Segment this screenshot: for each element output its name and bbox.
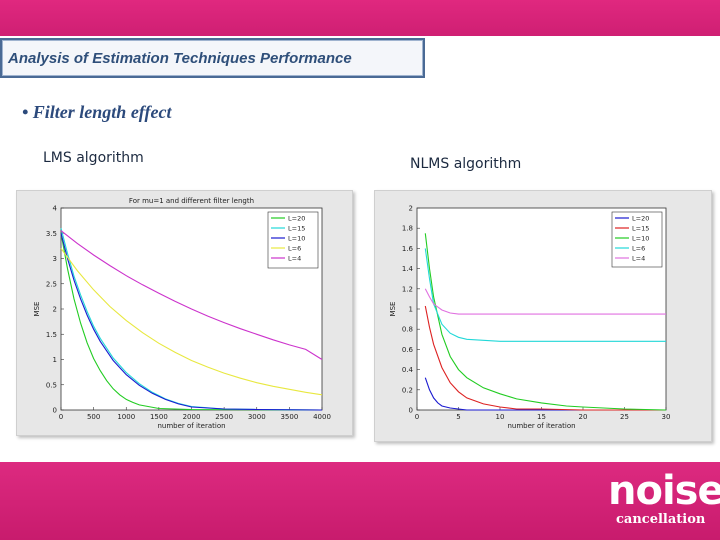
lms-x-tick-label: 3500 [280, 413, 298, 421]
lms-chart-svg: For mu=1 and different filter length 0 500… [33, 197, 331, 430]
bullet-point: • Filter length effect [22, 102, 172, 122]
nlms-y-tick-label: 1.6 [402, 245, 414, 253]
lms-series-line [60, 248, 323, 396]
nlms-legend-label: L=10 [632, 235, 649, 243]
lms-x-tick-label: 1000 [117, 413, 135, 421]
lms-title: For mu=1 and different filter length [129, 197, 254, 205]
lms-x-tick-label: 2500 [215, 413, 233, 421]
nlms-legend-label: L=6 [632, 245, 645, 253]
lms-x-tick-label: 500 [87, 413, 100, 421]
lms-legend-label: L=6 [288, 245, 301, 253]
lms-y-tick-label: 0.5 [46, 381, 57, 389]
nlms-caption: NLMS algorithm [410, 156, 522, 172]
logo-word: noise [608, 468, 720, 514]
slide-title-box: Analysis of Estimation Techniques Perfor… [0, 38, 425, 78]
nlms-series-line [424, 305, 666, 411]
nlms-chart: 0 5 10 15 20 25 30 0 0.2 0.4 0.6 0.8 1 1.2 1.4 1.6 1.8 2 n… [374, 190, 712, 442]
nlms-legend-label: L=15 [632, 225, 649, 233]
lms-x-tick-label: 0 [59, 413, 63, 421]
lms-y-tick-label: 1 [53, 356, 57, 364]
nlms-y-tick-label: 1 [409, 306, 413, 314]
nlms-x-tick-label: 30 [662, 413, 671, 421]
nlms-legend-label: L=4 [632, 255, 645, 263]
nlms-series-line [424, 288, 666, 315]
nlms-x-tick-label: 25 [620, 413, 629, 421]
lms-y-tick-label: 1.5 [46, 331, 57, 339]
nlms-y-tick-label: 0.4 [402, 366, 414, 374]
nlms-x-tick-label: 15 [537, 413, 546, 421]
nlms-y-tick-label: 0.8 [402, 326, 413, 334]
bottom-banner [0, 462, 720, 540]
lms-y-tick-label: 3 [53, 255, 57, 263]
nlms-series-line [424, 377, 666, 411]
lms-y-tick-label: 0 [53, 407, 57, 415]
lms-x-axis-label: number of iteration [157, 422, 225, 430]
lms-legend-label: L=20 [288, 215, 305, 223]
lms-legend-label: L=15 [288, 225, 305, 233]
nlms-y-tick-label: 0.6 [402, 346, 414, 354]
lms-x-tick-label: 2000 [183, 413, 201, 421]
nlms-x-tick-label: 10 [496, 413, 505, 421]
nlms-y-tick-label: 1.8 [402, 225, 413, 233]
nlms-y-tick-label: 0.2 [402, 386, 413, 394]
lms-legend-box [267, 211, 319, 269]
top-banner [0, 0, 720, 36]
lms-series-line [60, 233, 323, 411]
lms-x-tick-label: 3000 [248, 413, 266, 421]
lms-y-axis-label: MSE [33, 302, 41, 317]
nlms-y-tick-label: 2 [409, 205, 413, 213]
lms-caption: LMS algorithm [43, 150, 144, 166]
lms-y-tick-label: 4 [53, 205, 58, 213]
nlms-y-tick-label: 0 [409, 407, 413, 415]
slide-title: Analysis of Estimation Techniques Perfor… [8, 50, 352, 67]
lms-chart: For mu=1 and different filter length 0 500… [16, 190, 353, 436]
nlms-y-tick-label: 1.4 [402, 265, 414, 273]
nlms-x-tick-label: 20 [579, 413, 588, 421]
lms-legend-label: L=4 [288, 255, 301, 263]
nlms-series-line [424, 248, 666, 342]
nlms-x-axis-label: number of iteration [507, 422, 575, 430]
lms-y-tick-label: 2 [53, 306, 57, 314]
nlms-x-tick-label: 5 [456, 413, 460, 421]
nlms-legend-label: L=20 [632, 215, 649, 223]
lms-legend-label: L=10 [288, 235, 305, 243]
lms-y-tick-label: 3.5 [46, 230, 57, 238]
noise-cancellation-logo: noise cancellation [608, 468, 720, 534]
lms-x-tick-label: 4000 [313, 413, 331, 421]
lms-y-tick-label: 2.5 [46, 280, 57, 288]
nlms-y-axis-label: MSE [389, 302, 397, 317]
lms-x-tick-label: 1500 [150, 413, 168, 421]
nlms-chart-svg: 0 5 10 15 20 25 30 0 0.2 0.4 0.6 0.8 1 1.2 1.4 1.6 1.8 2 n… [389, 205, 671, 431]
lms-series-line [60, 230, 323, 360]
lms-series-line [60, 233, 323, 411]
nlms-x-tick-label: 0 [415, 413, 419, 421]
nlms-y-tick-label: 1.2 [402, 285, 413, 293]
logo-subtitle: cancellation [616, 512, 706, 527]
